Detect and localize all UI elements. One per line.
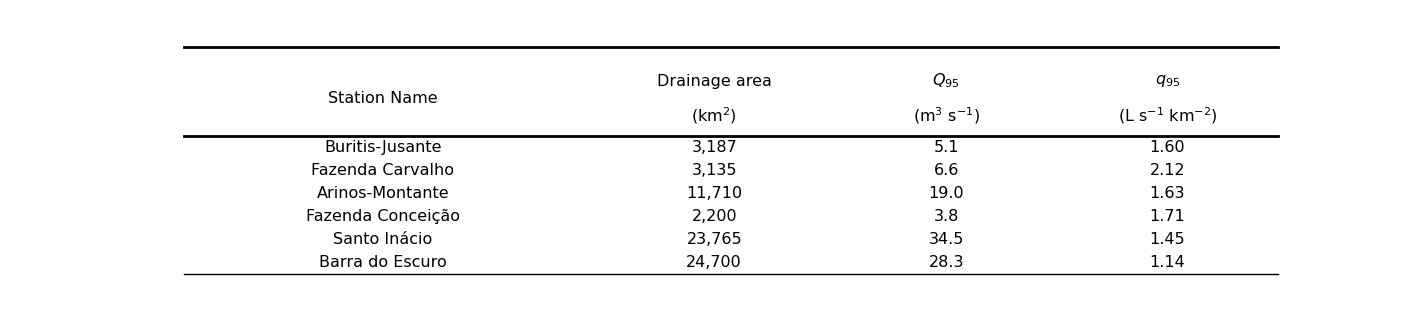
- Text: Station Name: Station Name: [328, 91, 438, 106]
- Text: (L s$^{-1}$ km$^{-2}$): (L s$^{-1}$ km$^{-2}$): [1118, 105, 1218, 126]
- Text: 1.14: 1.14: [1149, 255, 1185, 270]
- Text: 5.1: 5.1: [934, 140, 960, 155]
- Text: (m$^3$ s$^{-1}$): (m$^3$ s$^{-1}$): [913, 105, 980, 126]
- Text: 34.5: 34.5: [928, 232, 964, 247]
- Text: Barra do Escuro: Barra do Escuro: [319, 255, 446, 270]
- Text: 6.6: 6.6: [934, 163, 960, 178]
- Text: 3,135: 3,135: [692, 163, 737, 178]
- Text: $Q_{95}$: $Q_{95}$: [933, 72, 960, 90]
- Text: 2.12: 2.12: [1149, 163, 1185, 178]
- Text: $q_{95}$: $q_{95}$: [1155, 73, 1179, 89]
- Text: 28.3: 28.3: [928, 255, 964, 270]
- Text: Fazenda Conceição: Fazenda Conceição: [305, 209, 459, 224]
- Text: 3,187: 3,187: [692, 140, 737, 155]
- Text: 23,765: 23,765: [686, 232, 742, 247]
- Text: Buritis-Jusante: Buritis-Jusante: [324, 140, 442, 155]
- Text: 1.71: 1.71: [1149, 209, 1185, 224]
- Text: 1.45: 1.45: [1149, 232, 1185, 247]
- Text: 11,710: 11,710: [686, 186, 743, 201]
- Text: (km$^2$): (km$^2$): [692, 105, 737, 126]
- Text: 1.60: 1.60: [1149, 140, 1185, 155]
- Text: 2,200: 2,200: [692, 209, 737, 224]
- Text: 1.63: 1.63: [1149, 186, 1185, 201]
- Text: 3.8: 3.8: [934, 209, 960, 224]
- Text: Santo Inácio: Santo Inácio: [334, 232, 432, 247]
- Text: 19.0: 19.0: [928, 186, 964, 201]
- Text: Drainage area: Drainage area: [657, 73, 771, 88]
- Text: Fazenda Carvalho: Fazenda Carvalho: [311, 163, 455, 178]
- Text: 24,700: 24,700: [686, 255, 742, 270]
- Text: Arinos-Montante: Arinos-Montante: [317, 186, 449, 201]
